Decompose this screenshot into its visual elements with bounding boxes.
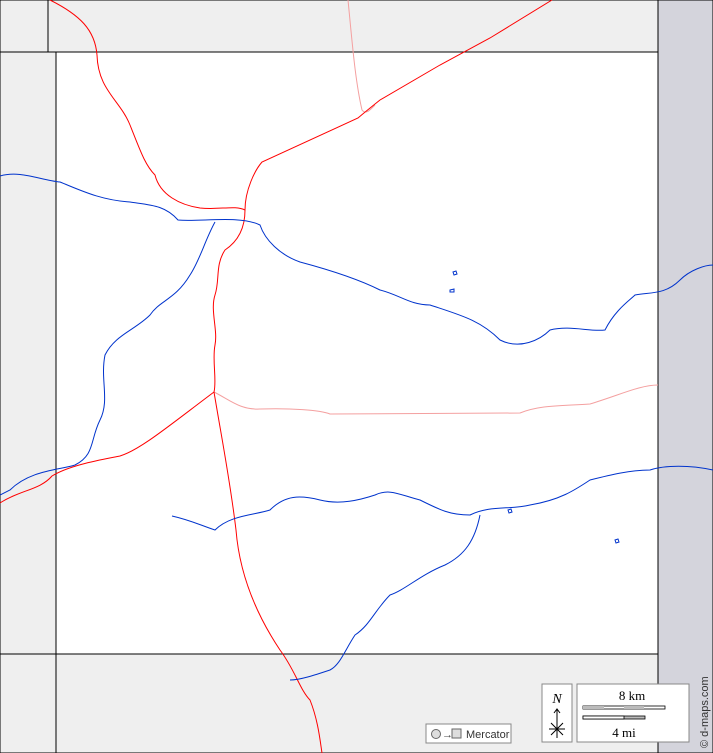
compass-icon	[549, 708, 565, 738]
scale-km-label: 8 km	[619, 688, 645, 703]
county-area	[56, 52, 658, 654]
roads	[0, 0, 553, 753]
legend: → Mercator N 8 km 4 mi © d-maps.com	[425, 676, 711, 748]
rivers	[0, 173, 713, 681]
scale-mi-label: 4 mi	[612, 725, 636, 740]
projection-box	[425, 723, 512, 744]
minor-roads	[213, 0, 659, 415]
projection-label: Mercator	[466, 729, 510, 741]
scale-box	[576, 683, 690, 743]
north-label: N	[551, 692, 562, 707]
credit-text: © d-maps.com	[699, 676, 711, 748]
circle-icon	[431, 729, 441, 739]
arrow-icon: →	[442, 729, 453, 741]
side-band	[658, 0, 713, 753]
square-icon	[451, 728, 462, 739]
